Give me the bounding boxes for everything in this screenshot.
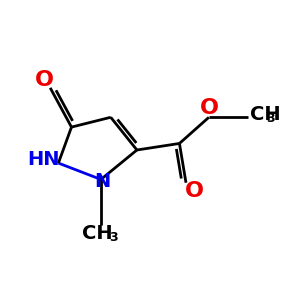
Text: O: O: [185, 181, 204, 201]
Text: O: O: [35, 70, 54, 90]
Text: N: N: [94, 172, 111, 190]
Text: CH: CH: [82, 224, 113, 243]
Text: 3: 3: [266, 112, 275, 125]
Text: 3: 3: [109, 231, 118, 244]
Text: CH: CH: [250, 104, 280, 124]
Text: HN: HN: [27, 150, 60, 169]
Text: O: O: [200, 98, 218, 118]
